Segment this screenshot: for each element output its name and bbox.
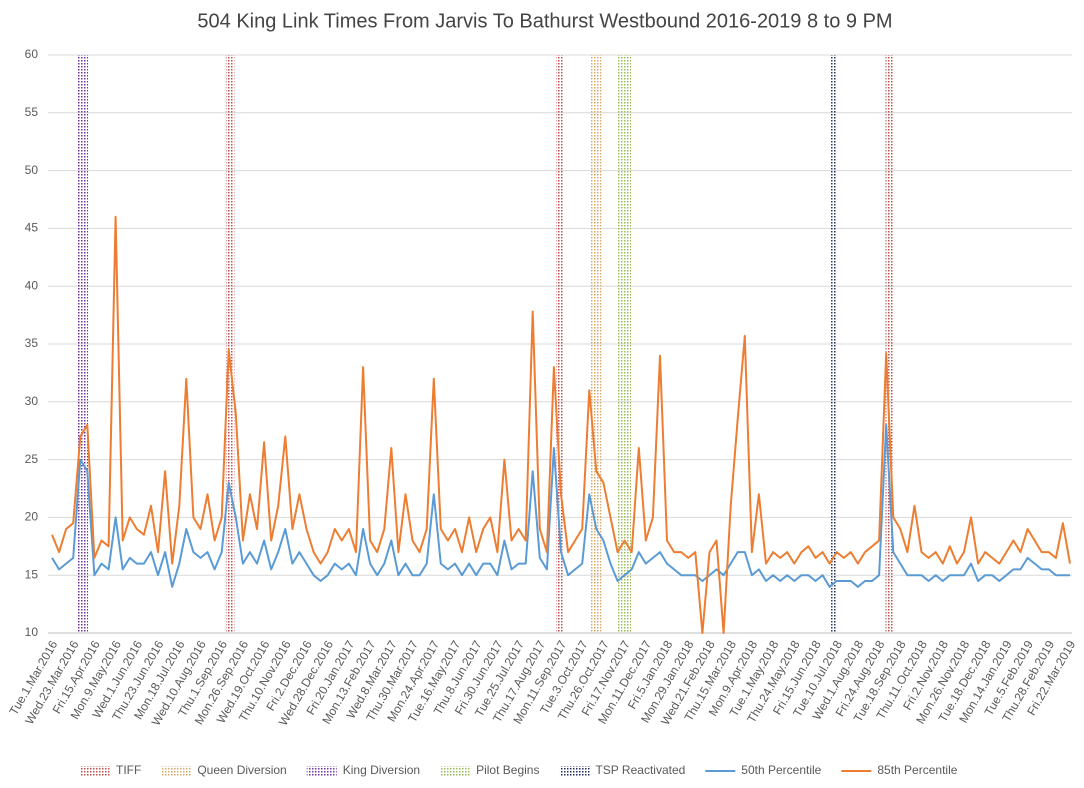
legend-swatch bbox=[306, 766, 337, 776]
y-tick-label: 30 bbox=[25, 394, 39, 408]
line-series bbox=[51, 215, 1071, 634]
y-tick-label: 15 bbox=[25, 567, 39, 581]
event-band bbox=[225, 55, 235, 633]
y-tick-label: 10 bbox=[25, 625, 39, 639]
legend-swatch bbox=[161, 766, 192, 776]
line-series bbox=[51, 423, 1070, 588]
y-tick-label: 60 bbox=[25, 47, 39, 61]
y-tick-label: 45 bbox=[25, 221, 39, 235]
chart-title: 504 King Link Times From Jarvis To Bathu… bbox=[197, 10, 892, 32]
legend-swatch bbox=[80, 766, 110, 776]
legend-label: Pilot Begins bbox=[476, 763, 539, 777]
legend-swatch bbox=[559, 766, 590, 776]
legend-label: TSP Reactivated bbox=[595, 763, 685, 777]
y-tick-label: 25 bbox=[25, 452, 39, 466]
legend-label: TIFF bbox=[116, 763, 141, 777]
y-tick-label: 55 bbox=[25, 105, 39, 119]
legend-label: 85th Percentile bbox=[877, 763, 957, 777]
legend-label: 50th Percentile bbox=[741, 763, 821, 777]
legend-label: Queen Diversion bbox=[197, 763, 286, 777]
event-band bbox=[617, 55, 631, 633]
y-tick-label: 35 bbox=[25, 336, 39, 350]
event-band bbox=[589, 55, 602, 633]
event-band bbox=[76, 55, 89, 633]
legend-label: King Diversion bbox=[343, 763, 420, 777]
event-band bbox=[556, 55, 564, 633]
y-tick-label: 40 bbox=[25, 278, 39, 292]
legend-swatch bbox=[440, 766, 471, 776]
event-band bbox=[831, 55, 837, 633]
y-tick-label: 50 bbox=[25, 163, 39, 177]
event-band bbox=[885, 55, 893, 633]
y-tick-label: 20 bbox=[25, 510, 39, 524]
